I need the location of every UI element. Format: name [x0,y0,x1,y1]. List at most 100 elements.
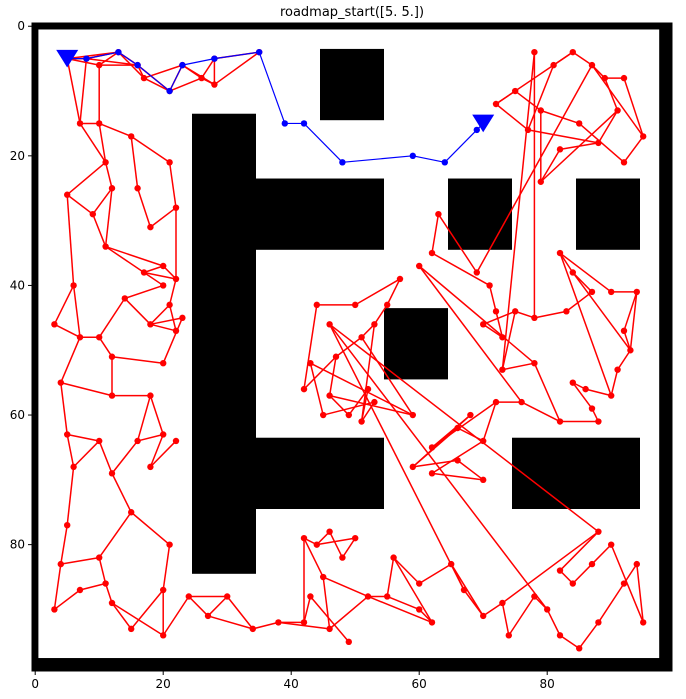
roadmap-edge [559,252,612,396]
path-point [83,55,90,62]
roadmap-edge [150,323,177,332]
roadmap-node [390,554,397,561]
roadmap-node [70,282,77,289]
y-tick-label: 80 [10,538,25,552]
roadmap-node [211,81,218,88]
roadmap-node [531,593,538,600]
roadmap-edge [431,401,497,449]
obstacle [320,48,384,121]
roadmap-node [300,385,308,393]
roadmap-edge [104,162,113,189]
roadmap-node [588,288,596,296]
x-tick-label: 60 [412,677,427,691]
roadmap-node [576,645,583,652]
planned-path-layer [63,48,487,166]
roadmap-edge [207,595,228,617]
obstacle [512,437,640,509]
roadmap-node [108,470,116,477]
roadmap-node [249,625,256,633]
roadmap-edge [572,563,593,585]
roadmap-edge [79,58,88,124]
roadmap-node [556,567,564,574]
roadmap-edge [591,544,612,565]
roadmap-node [275,619,282,626]
roadmap-node [300,619,308,626]
roadmap-edge [143,265,164,274]
roadmap-node [224,593,231,600]
roadmap-edge [150,317,183,326]
roadmap-node [128,625,135,633]
path-point [179,61,186,69]
roadmap-edge [412,459,458,468]
roadmap-node [569,269,576,276]
roadmap-node [409,463,416,471]
roadmap-node [633,288,640,296]
x-tick-label: 80 [540,677,555,691]
roadmap-node [76,586,84,594]
roadmap-edge [418,563,452,585]
roadmap-node [160,431,167,438]
path-segment [182,58,215,66]
roadmap-node [588,61,596,69]
roadmap-node [63,522,71,529]
roadmap-node [332,353,340,360]
roadmap-edge [527,64,555,131]
roadmap-node [467,411,474,419]
roadmap-node [454,424,461,432]
roadmap-edge [111,602,164,636]
roadmap-node [320,573,327,581]
roadmap-node [608,288,615,296]
path-segment [86,51,119,60]
roadmap-node [57,560,64,568]
roadmap-edge [616,349,632,371]
chart-title: roadmap_start([5. 5.]) [280,5,424,20]
roadmap-node [313,301,320,309]
roadmap-node [352,534,359,542]
roadmap-node [140,269,148,276]
roadmap-edge [98,122,132,138]
roadmap-node [640,133,647,140]
roadmap-node [102,580,109,587]
roadmap-edge [501,311,516,370]
roadmap-edge [502,362,535,371]
roadmap-node [492,398,500,406]
roadmap-edge [328,323,465,591]
roadmap-edge [431,472,484,481]
roadmap-edge [168,304,177,331]
roadmap-edge [162,544,171,591]
roadmap-node [409,411,416,419]
roadmap-node [326,625,333,633]
roadmap-node [140,74,148,82]
roadmap-edge [354,278,401,306]
roadmap-node [620,580,628,587]
path-point [473,126,480,134]
roadmap-edge [303,356,337,390]
roadmap-node [128,133,135,140]
roadmap-node [556,632,564,639]
obstacle [32,23,39,671]
roadmap-edge [124,297,151,325]
roadmap-node [595,418,602,425]
roadmap-node [108,599,116,607]
roadmap-edge [149,434,164,468]
y-tick-label: 40 [10,278,25,292]
roadmap-node [576,120,583,127]
path-point [115,48,122,56]
roadmap-edge [540,109,580,125]
roadmap-node [608,392,615,399]
roadmap-edge [92,187,113,215]
roadmap-edge [514,310,535,319]
obstacle [256,437,384,509]
roadmap-edge [54,323,81,338]
roadmap-edge [66,194,94,215]
roadmap-edge [226,596,254,630]
roadmap-edge [303,596,312,623]
roadmap-node [160,360,167,367]
roadmap-edge [168,162,177,208]
roadmap-node [96,554,103,561]
roadmap-node [595,619,602,626]
roadmap-node [166,541,173,548]
roadmap-edge [559,252,612,293]
roadmap-edge [521,401,561,423]
